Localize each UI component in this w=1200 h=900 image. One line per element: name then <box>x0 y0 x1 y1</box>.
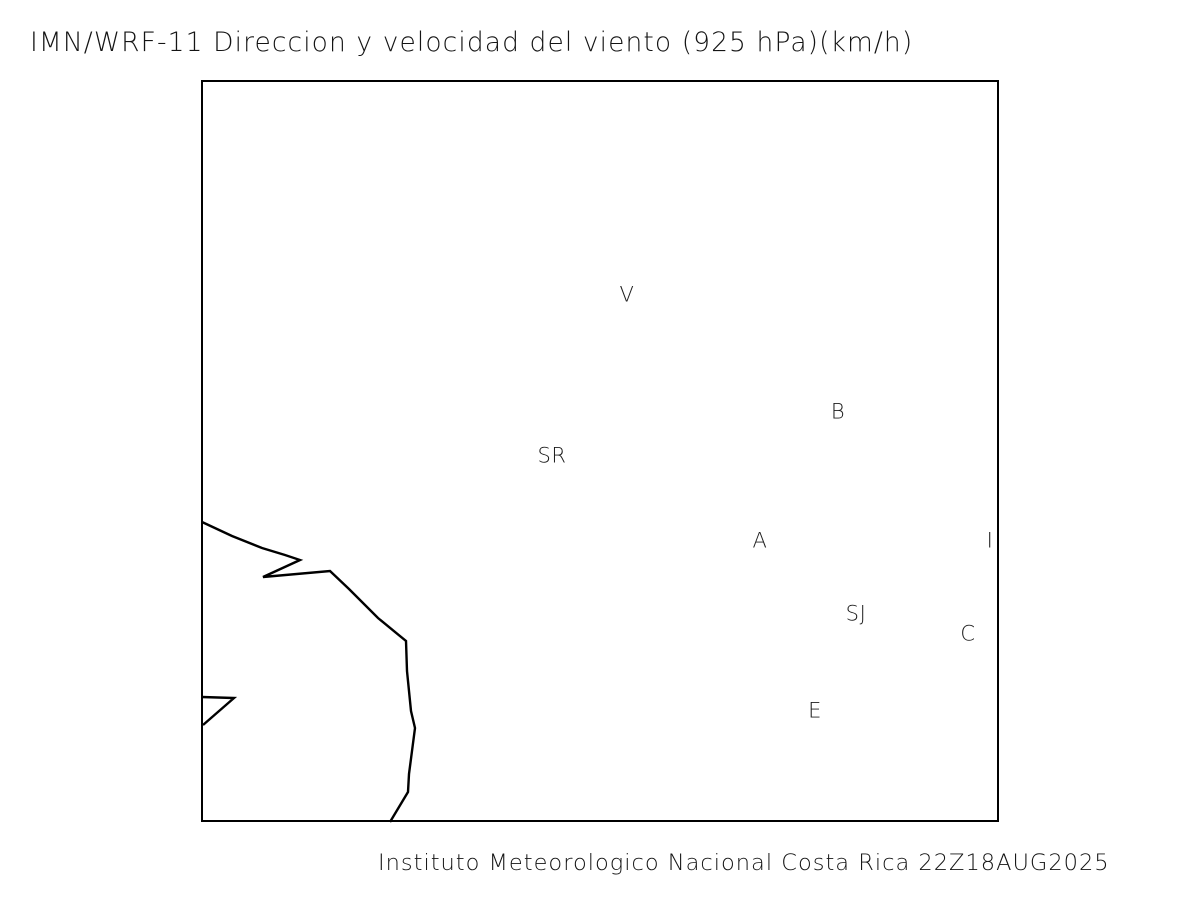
footer-credit: Instituto Meteorologico Nacional Costa R… <box>378 850 1110 876</box>
station-label-v: V <box>619 282 635 307</box>
station-label-e: E <box>808 698 822 723</box>
station-label-sr: SR <box>537 443 567 468</box>
station-label-b: B <box>830 399 846 424</box>
station-label-sj: SJ <box>845 601 867 626</box>
station-label-i: I <box>986 528 994 553</box>
map-frame <box>201 80 999 822</box>
station-label-c: C <box>960 621 976 646</box>
station-label-a: A <box>752 528 768 553</box>
page-title: IMN/WRF-11 Direccion y velocidad del vie… <box>30 27 914 58</box>
